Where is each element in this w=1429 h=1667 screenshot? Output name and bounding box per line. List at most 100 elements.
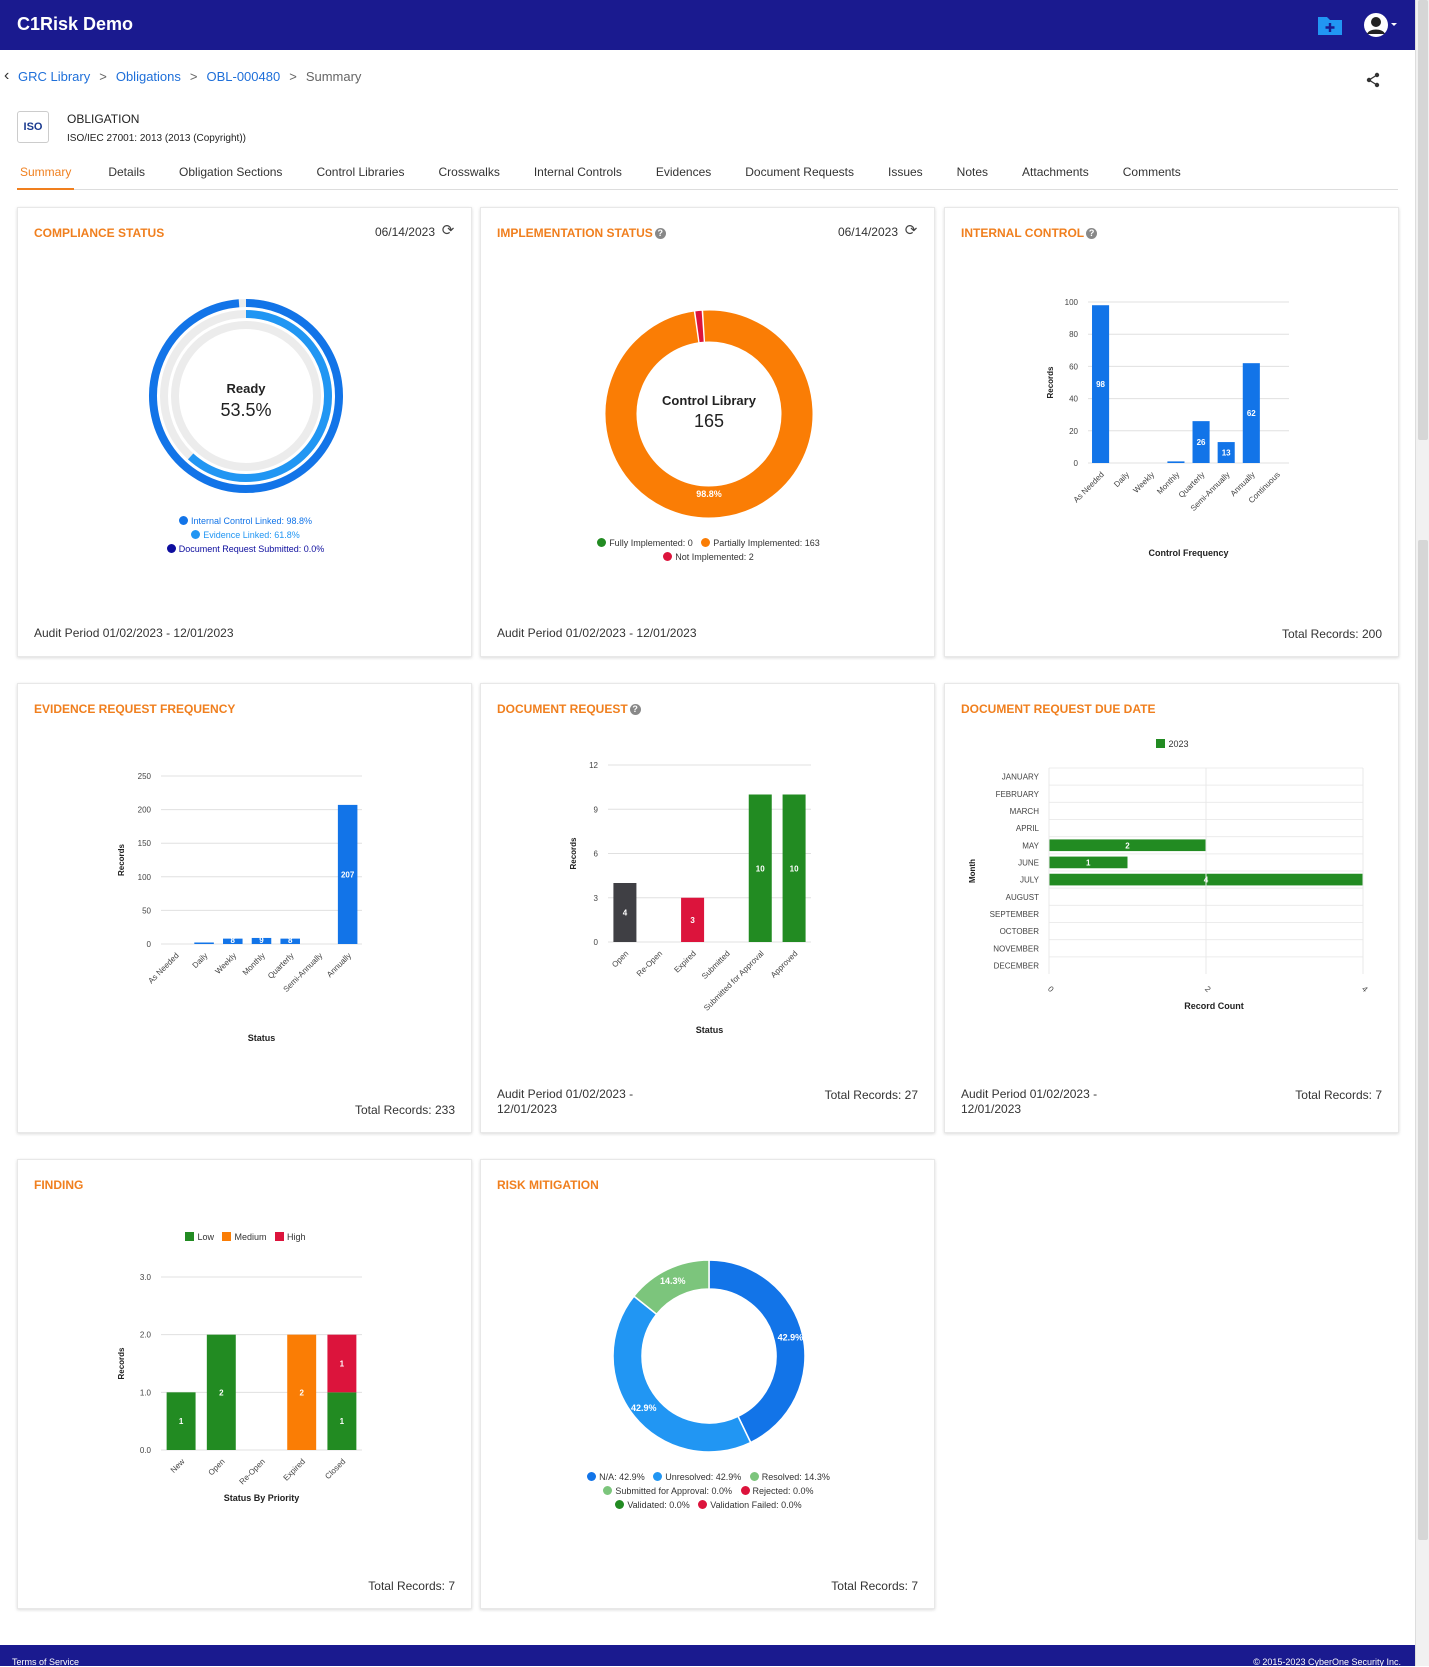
bar-value-label: 2 (1125, 841, 1130, 850)
chart-legend: Internal Control Linked: 98.8% Evidence … (18, 514, 473, 556)
breadcrumb-separator: > (289, 69, 297, 84)
x-tick-label: New (169, 1457, 187, 1475)
x-tick-label: Closed (323, 1457, 347, 1481)
y-tick-label: 250 (138, 772, 152, 781)
breadcrumb-obligations[interactable]: Obligations (116, 69, 181, 84)
tab-evidences[interactable]: Evidences (656, 160, 711, 190)
legend-item[interactable]: Submitted for Approval: 0.0% (603, 1486, 732, 1496)
slice-label: 98.8% (696, 489, 722, 499)
x-tick-label: Annually (325, 951, 353, 979)
finding-card: FINDING 0.0 1.0 2.0 3.0 New 1 Open 2 Re-Open Expi… (17, 1159, 472, 1609)
scroll-thumb[interactable] (1418, 0, 1428, 440)
document-request-bar-chart: 0 3 6 9 12 Open 4 Re-Open Expired 3 SubmittedSubmi… (481, 684, 936, 1134)
x-tick-label: Open (610, 949, 630, 969)
x-axis-label: Status (696, 1025, 724, 1035)
breadcrumb-obligation-id[interactable]: OBL-000480 (206, 69, 280, 84)
y-axis-label: Records (1046, 366, 1055, 399)
x-tick-label: Re-Open (238, 1457, 267, 1486)
legend-item[interactable]: Rejected: 0.0% (741, 1486, 814, 1496)
tab-control-libraries[interactable]: Control Libraries (316, 160, 404, 190)
add-folder-icon[interactable] (1316, 12, 1344, 38)
bar-value-label: 2 (219, 1388, 224, 1397)
tab-comments[interactable]: Comments (1123, 160, 1181, 190)
tab-crosswalks[interactable]: Crosswalks (438, 160, 499, 190)
top-navbar: C1Risk Demo (0, 0, 1415, 50)
slice-label: 14.3% (660, 1276, 686, 1286)
y-tick-label: 1.0 (140, 1388, 152, 1397)
tab-attachments[interactable]: Attachments (1022, 160, 1089, 190)
chart-legend: Fully Implemented: 0 Partially Implement… (481, 536, 936, 564)
user-avatar-icon[interactable] (1362, 10, 1400, 40)
y-tick-label: JUNE (1018, 858, 1039, 867)
legend-item[interactable]: Unresolved: 42.9% (653, 1472, 741, 1482)
tab-document-requests[interactable]: Document Requests (745, 160, 854, 190)
tab-notes[interactable]: Notes (957, 160, 988, 190)
bar-value-label: 1 (1086, 858, 1091, 867)
bar-value-label: 9 (259, 936, 264, 945)
evidence-request-frequency-card: EVIDENCE REQUEST FREQUENCY 0 50 100 150 200 2… (17, 683, 472, 1133)
chart-legend: N/A: 42.9% Unresolved: 42.9% Resolved: 1… (481, 1470, 936, 1512)
bar-value-label: 10 (756, 864, 765, 873)
obligation-type: OBLIGATION (67, 112, 139, 126)
bar-value-label: 98 (1096, 380, 1105, 389)
center-label: Ready (226, 381, 266, 396)
legend-item[interactable]: Evidence Linked: 61.8% (21, 528, 470, 542)
breadcrumb: ‹ GRC Library > Obligations > OBL-000480… (0, 66, 361, 86)
y-tick-label: NOVEMBER (993, 944, 1039, 953)
legend-item[interactable]: Low (185, 1232, 214, 1242)
bar-value-label: 1 (179, 1417, 184, 1426)
breadcrumb-grc-library[interactable]: GRC Library (18, 69, 90, 84)
back-arrow-icon[interactable]: ‹ (4, 67, 18, 85)
y-tick-label: APRIL (1016, 824, 1040, 833)
tab-issues[interactable]: Issues (888, 160, 923, 190)
app-title[interactable]: C1Risk Demo (17, 14, 133, 35)
total-records: Total Records: 233 (355, 1103, 455, 1117)
legend-item[interactable]: Not Implemented: 2 (663, 552, 754, 562)
x-tick-label: 0 (1046, 984, 1056, 994)
y-tick-label: MAY (1022, 841, 1039, 850)
bar-value-label: 26 (1197, 438, 1206, 447)
compliance-status-card: COMPLIANCE STATUS 06/14/2023 ⟳ Ready 53.5… (17, 207, 472, 657)
y-tick-label: JULY (1020, 876, 1040, 885)
x-tick-label: Submitted (700, 949, 732, 981)
audit-period: Audit Period 01/02/2023 - 12/01/2023 (497, 626, 697, 641)
legend-item[interactable]: Partially Implemented: 163 (701, 538, 820, 548)
y-tick-label: 20 (1069, 427, 1078, 436)
legend-item[interactable]: Medium (222, 1232, 266, 1242)
donut-slice (709, 1260, 805, 1442)
tab-obligation-sections[interactable]: Obligation Sections (179, 160, 282, 190)
y-axis-label: Month (968, 859, 977, 883)
legend-item[interactable]: Document Request Submitted: 0.0% (21, 542, 470, 556)
tab-summary[interactable]: Summary (17, 160, 74, 190)
scrollbar[interactable] (1415, 0, 1429, 1666)
iso-logo-text: ISO (24, 121, 43, 133)
legend-item[interactable]: Resolved: 14.3% (750, 1472, 830, 1482)
bar-value-label: 4 (623, 909, 628, 918)
y-tick-label: MARCH (1010, 807, 1040, 816)
share-icon[interactable] (1363, 70, 1383, 90)
bar-value-label: 62 (1247, 409, 1256, 418)
scroll-thumb[interactable] (1418, 540, 1428, 1540)
audit-period: Audit Period 01/02/2023 - 12/01/2023 (34, 626, 234, 641)
bar-value-label: 1 (340, 1417, 345, 1426)
y-axis-label: Records (569, 837, 578, 870)
slice-label: 42.9% (778, 1332, 804, 1342)
donut-slice (613, 1296, 751, 1452)
legend-item[interactable]: Internal Control Linked: 98.8% (21, 514, 470, 528)
tab-internal-controls[interactable]: Internal Controls (534, 160, 622, 190)
tab-details[interactable]: Details (108, 160, 145, 190)
x-axis-label: Control Frequency (1148, 548, 1228, 558)
x-tick-label: Weekly (1131, 470, 1156, 495)
y-tick-label: 6 (594, 850, 599, 859)
bar-value-label: 8 (288, 936, 293, 945)
legend-item[interactable]: Fully Implemented: 0 (597, 538, 693, 548)
bar-value-label: 3 (690, 916, 695, 925)
legend-item[interactable]: N/A: 42.9% (587, 1472, 645, 1482)
breadcrumb-separator: > (190, 69, 198, 84)
legend-item[interactable]: Validation Failed: 0.0% (698, 1500, 801, 1510)
y-tick-label: 0 (147, 940, 152, 949)
compliance-radial-chart: Ready53.5% (18, 208, 473, 658)
legend-item[interactable]: Validated: 0.0% (615, 1500, 689, 1510)
legend-item[interactable]: 2023 (1156, 739, 1188, 749)
legend-item[interactable]: High (275, 1232, 306, 1242)
